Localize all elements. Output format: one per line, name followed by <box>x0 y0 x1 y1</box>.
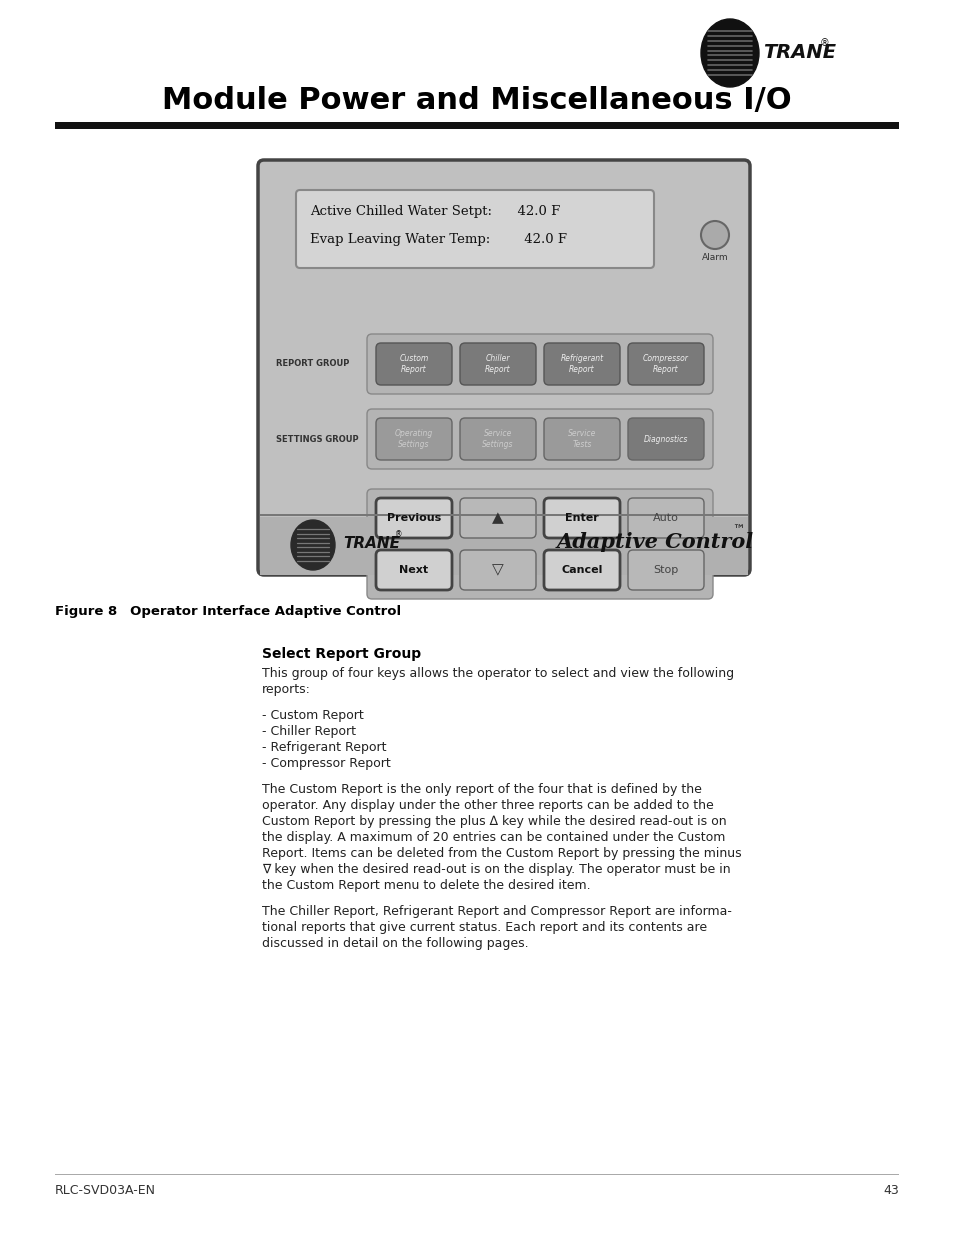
Text: Custom
Report: Custom Report <box>399 354 428 374</box>
Text: Compressor
Report: Compressor Report <box>642 354 688 374</box>
Text: - Refrigerant Report: - Refrigerant Report <box>262 741 386 755</box>
Text: Operating
Settings: Operating Settings <box>395 429 433 450</box>
FancyBboxPatch shape <box>375 343 452 385</box>
Text: Refrigerant
Report: Refrigerant Report <box>559 354 603 374</box>
Text: Module Power and Miscellaneous I/O: Module Power and Miscellaneous I/O <box>162 85 791 115</box>
Text: ▲: ▲ <box>492 510 503 526</box>
FancyBboxPatch shape <box>257 161 749 576</box>
Text: Stop: Stop <box>653 564 678 576</box>
FancyBboxPatch shape <box>459 498 536 538</box>
FancyBboxPatch shape <box>543 417 619 459</box>
Text: reports:: reports: <box>262 683 311 697</box>
Text: the Custom Report menu to delete the desired item.: the Custom Report menu to delete the des… <box>262 879 590 892</box>
Text: ®: ® <box>820 38 829 48</box>
Text: Figure 8: Figure 8 <box>55 605 117 618</box>
FancyBboxPatch shape <box>367 409 712 469</box>
FancyBboxPatch shape <box>375 417 452 459</box>
Text: TRANE: TRANE <box>762 43 835 63</box>
Text: Operator Interface Adaptive Control: Operator Interface Adaptive Control <box>107 605 400 618</box>
Text: ▽: ▽ <box>492 562 503 578</box>
Text: The Custom Report is the only report of the four that is defined by the: The Custom Report is the only report of … <box>262 783 701 797</box>
Text: The Chiller Report, Refrigerant Report and Compressor Report are informa-: The Chiller Report, Refrigerant Report a… <box>262 905 731 918</box>
Text: operator. Any display under the other three reports can be added to the: operator. Any display under the other th… <box>262 799 713 811</box>
Text: TRANE: TRANE <box>343 536 399 552</box>
Text: Previous: Previous <box>387 513 440 522</box>
Text: Active Chilled Water Setpt:      42.0 F: Active Chilled Water Setpt: 42.0 F <box>310 205 559 217</box>
Bar <box>260 514 747 516</box>
Text: discussed in detail on the following pages.: discussed in detail on the following pag… <box>262 937 528 950</box>
FancyBboxPatch shape <box>375 550 452 590</box>
Text: Alarm: Alarm <box>701 252 727 262</box>
Text: RLC-SVD03A-EN: RLC-SVD03A-EN <box>55 1183 156 1197</box>
Text: Service
Settings: Service Settings <box>482 429 514 450</box>
Text: Report. Items can be deleted from the Custom Report by pressing the minus: Report. Items can be deleted from the Cu… <box>262 847 740 860</box>
Ellipse shape <box>700 19 759 86</box>
Text: Enter: Enter <box>564 513 598 522</box>
FancyBboxPatch shape <box>543 343 619 385</box>
FancyBboxPatch shape <box>627 417 703 459</box>
FancyBboxPatch shape <box>295 190 654 268</box>
FancyBboxPatch shape <box>627 343 703 385</box>
Text: ®: ® <box>395 531 402 540</box>
Text: tional reports that give current status. Each report and its contents are: tional reports that give current status.… <box>262 921 706 934</box>
FancyBboxPatch shape <box>367 333 712 394</box>
Text: Next: Next <box>399 564 428 576</box>
FancyBboxPatch shape <box>367 489 712 599</box>
Text: REPORT GROUP: REPORT GROUP <box>275 359 349 368</box>
Text: ™: ™ <box>731 525 743 537</box>
Text: Adaptive Control: Adaptive Control <box>556 532 753 552</box>
FancyBboxPatch shape <box>627 498 703 538</box>
Text: - Custom Report: - Custom Report <box>262 709 363 722</box>
Circle shape <box>700 221 728 249</box>
Bar <box>55 1173 898 1174</box>
Text: ∇ key when the desired read-out is on the display. The operator must be in: ∇ key when the desired read-out is on th… <box>262 863 730 876</box>
FancyBboxPatch shape <box>627 550 703 590</box>
FancyBboxPatch shape <box>459 550 536 590</box>
Text: - Chiller Report: - Chiller Report <box>262 725 355 739</box>
Text: Auto: Auto <box>653 513 679 522</box>
FancyBboxPatch shape <box>375 498 452 538</box>
FancyBboxPatch shape <box>260 517 747 576</box>
FancyBboxPatch shape <box>543 498 619 538</box>
Text: the display. A maximum of 20 entries can be contained under the Custom: the display. A maximum of 20 entries can… <box>262 831 724 844</box>
Text: Service
Tests: Service Tests <box>567 429 596 450</box>
Text: Diagnostics: Diagnostics <box>643 435 687 443</box>
Ellipse shape <box>291 520 335 571</box>
Text: Evap Leaving Water Temp:        42.0 F: Evap Leaving Water Temp: 42.0 F <box>310 233 566 247</box>
FancyBboxPatch shape <box>459 343 536 385</box>
Text: - Compressor Report: - Compressor Report <box>262 757 391 769</box>
Text: SETTINGS GROUP: SETTINGS GROUP <box>275 435 358 443</box>
FancyBboxPatch shape <box>459 417 536 459</box>
Text: Select Report Group: Select Report Group <box>262 647 420 661</box>
Text: Custom Report by pressing the plus ∆ key while the desired read-out is on: Custom Report by pressing the plus ∆ key… <box>262 815 726 827</box>
FancyBboxPatch shape <box>543 550 619 590</box>
Text: 43: 43 <box>882 1183 898 1197</box>
Text: This group of four keys allows the operator to select and view the following: This group of four keys allows the opera… <box>262 667 734 680</box>
Text: Chiller
Report: Chiller Report <box>485 354 510 374</box>
Bar <box>55 122 898 128</box>
Text: Cancel: Cancel <box>560 564 602 576</box>
